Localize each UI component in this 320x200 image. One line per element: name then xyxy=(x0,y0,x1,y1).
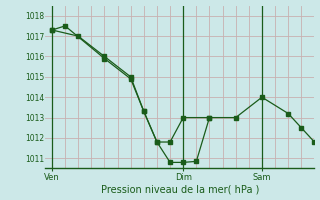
X-axis label: Pression niveau de la mer( hPa ): Pression niveau de la mer( hPa ) xyxy=(101,184,259,194)
